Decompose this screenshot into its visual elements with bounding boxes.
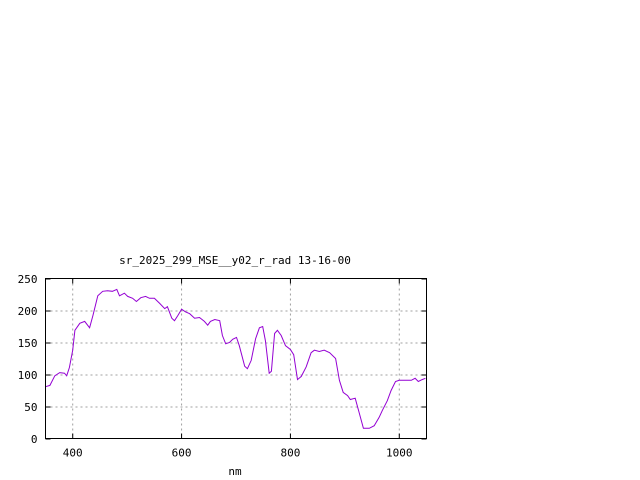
y-tick-label: 50 [24,401,37,414]
ticks: 0 50 100 150 200 250 400 600 800 1000 [18,273,427,460]
chart-title: sr_2025_299_MSE__y02_r_rad 13-16-00 [119,254,351,267]
plot-border [45,278,427,439]
x-tick-label: 600 [172,447,192,460]
y-tick-label: 150 [18,337,38,350]
x-tick-label: 800 [280,447,300,460]
x-axis-label: nm [228,465,242,478]
grid [45,278,427,439]
y-tick-label: 250 [18,273,38,286]
x-tick-label: 1000 [386,447,413,460]
y-tick-label: 200 [18,305,38,318]
y-tick-label: 100 [18,369,38,382]
x-tick-label: 400 [63,447,83,460]
y-tick-label: 0 [31,433,38,446]
series-line [45,288,426,429]
